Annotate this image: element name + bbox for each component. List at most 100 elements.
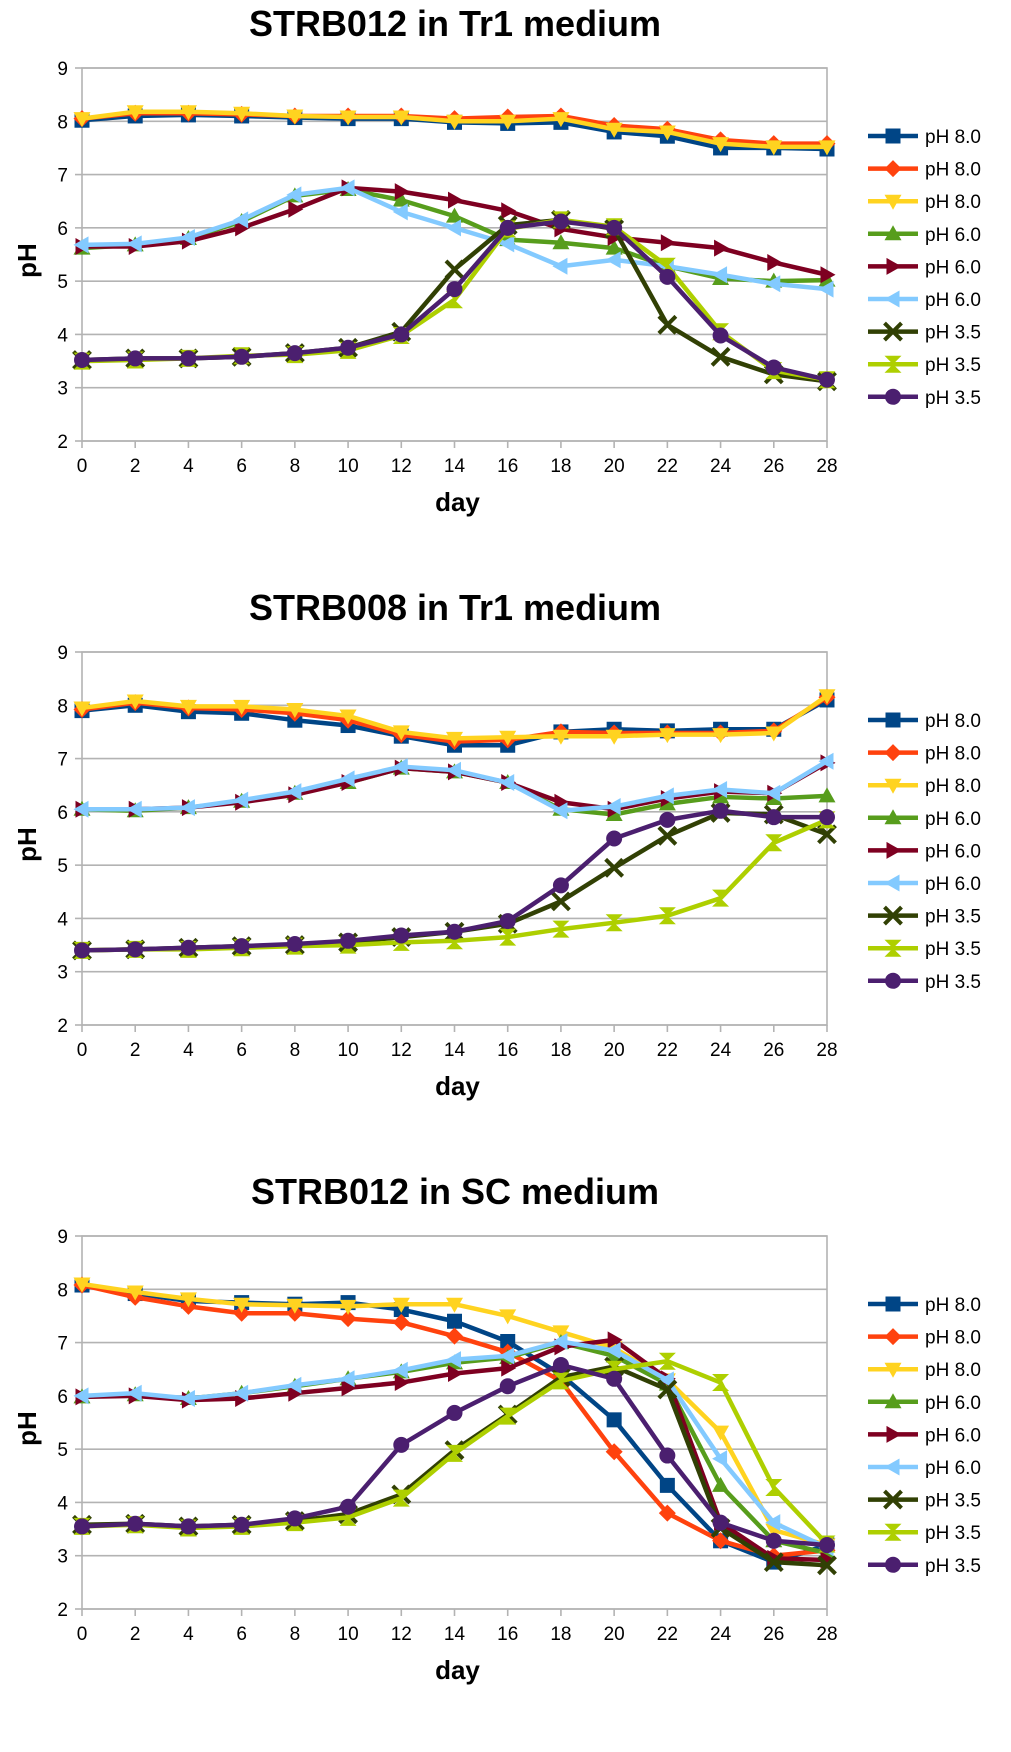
x-tick-label: 12 xyxy=(391,1624,412,1645)
x-tick-label: 12 xyxy=(391,1040,412,1061)
data-point xyxy=(393,1436,410,1453)
legend-label: pH 8.0 xyxy=(925,160,981,181)
data-point xyxy=(286,186,302,204)
data-point xyxy=(606,219,623,236)
data-point xyxy=(712,1532,730,1550)
y-tick-label: 8 xyxy=(57,112,68,133)
legend-label: pH 3.5 xyxy=(925,939,981,960)
series-6 xyxy=(73,752,834,820)
x-tick-label: 4 xyxy=(183,1040,194,1061)
data-point xyxy=(286,783,302,801)
x-tick-label: 28 xyxy=(816,456,837,477)
data-point xyxy=(499,114,517,130)
legend-marker xyxy=(884,1393,902,1409)
data-point xyxy=(448,1364,463,1382)
data-point xyxy=(499,928,517,946)
data-point xyxy=(340,1498,357,1515)
data-point xyxy=(394,183,410,201)
data-point xyxy=(710,346,731,367)
legend-item: pH 6.0 xyxy=(868,290,981,311)
x-tick-label: 6 xyxy=(236,1040,247,1061)
data-point xyxy=(817,1555,837,1576)
data-point xyxy=(446,731,463,747)
data-point xyxy=(179,699,197,715)
y-tick-label: 5 xyxy=(57,856,68,877)
data-point xyxy=(446,1327,463,1345)
legend-label: pH 8.0 xyxy=(925,192,981,213)
data-point xyxy=(712,1514,729,1531)
series-9 xyxy=(74,1356,835,1554)
x-tick-label: 10 xyxy=(338,1624,359,1645)
data-point xyxy=(126,694,144,710)
legend-label: pH 8.0 xyxy=(925,776,981,797)
data-point xyxy=(179,1292,197,1308)
data-point xyxy=(74,1518,90,1535)
legend-label: pH 3.5 xyxy=(925,1491,981,1512)
data-point xyxy=(606,830,623,847)
x-tick-label: 24 xyxy=(710,456,732,477)
legend-marker xyxy=(884,744,902,762)
data-point xyxy=(126,1285,144,1301)
data-point xyxy=(552,1325,570,1341)
data-point xyxy=(765,140,783,156)
data-point xyxy=(658,787,674,805)
legend-marker xyxy=(886,1425,902,1443)
legend-label: pH 6.0 xyxy=(925,1425,981,1446)
x-tick-label: 22 xyxy=(657,1624,678,1645)
data-point xyxy=(499,1378,516,1395)
x-tick-label: 26 xyxy=(763,456,784,477)
x-tick-label: 24 xyxy=(710,1624,732,1645)
x-tick-label: 0 xyxy=(77,1624,88,1645)
data-point xyxy=(446,923,463,940)
data-point xyxy=(448,191,463,209)
data-point xyxy=(393,326,410,343)
data-point xyxy=(712,728,730,744)
x-tick-label: 6 xyxy=(236,456,247,477)
data-point xyxy=(288,200,304,218)
data-point xyxy=(765,359,782,376)
y-tick-label: 7 xyxy=(57,1334,68,1355)
data-point xyxy=(552,920,570,938)
x-tick-label: 24 xyxy=(710,1040,732,1061)
legend-item: pH 6.0 xyxy=(868,1458,981,1479)
data-point xyxy=(233,1297,251,1313)
data-point xyxy=(765,809,782,826)
data-point xyxy=(605,251,621,269)
legend-item: pH 6.0 xyxy=(868,1393,981,1414)
data-point xyxy=(605,798,621,816)
y-tick-label: 2 xyxy=(57,1016,68,1037)
data-point xyxy=(765,1532,782,1549)
data-point xyxy=(712,266,728,284)
legend-marker xyxy=(884,194,902,210)
data-point xyxy=(446,1351,461,1369)
legend-marker xyxy=(885,128,901,144)
chart-title: STRB008 in Tr1 medium xyxy=(249,587,661,628)
data-point xyxy=(658,907,676,925)
legend-label: pH 3.5 xyxy=(925,972,981,993)
data-point xyxy=(658,1352,676,1370)
data-point xyxy=(604,857,625,878)
data-point xyxy=(657,1379,678,1400)
data-point xyxy=(712,1425,730,1441)
y-tick-label: 2 xyxy=(57,432,68,453)
y-tick-label: 6 xyxy=(57,1387,68,1408)
data-point xyxy=(605,1360,623,1378)
data-point xyxy=(552,213,569,230)
legend-item: pH 3.5 xyxy=(868,939,981,960)
x-tick-label: 26 xyxy=(763,1624,784,1645)
legend-label: pH 6.0 xyxy=(925,290,981,311)
data-point xyxy=(73,800,89,818)
x-tick-label: 28 xyxy=(816,1624,837,1645)
y-tick-label: 7 xyxy=(57,166,68,187)
x-tick-label: 14 xyxy=(444,1040,466,1061)
data-point xyxy=(286,1298,304,1314)
data-point xyxy=(233,348,250,365)
data-point xyxy=(179,105,197,121)
data-point xyxy=(552,877,569,894)
y-tick-label: 3 xyxy=(57,379,68,400)
data-point xyxy=(605,122,623,138)
y-axis-label: pH xyxy=(12,243,42,278)
legend-marker xyxy=(885,1296,901,1312)
data-point xyxy=(658,728,676,744)
